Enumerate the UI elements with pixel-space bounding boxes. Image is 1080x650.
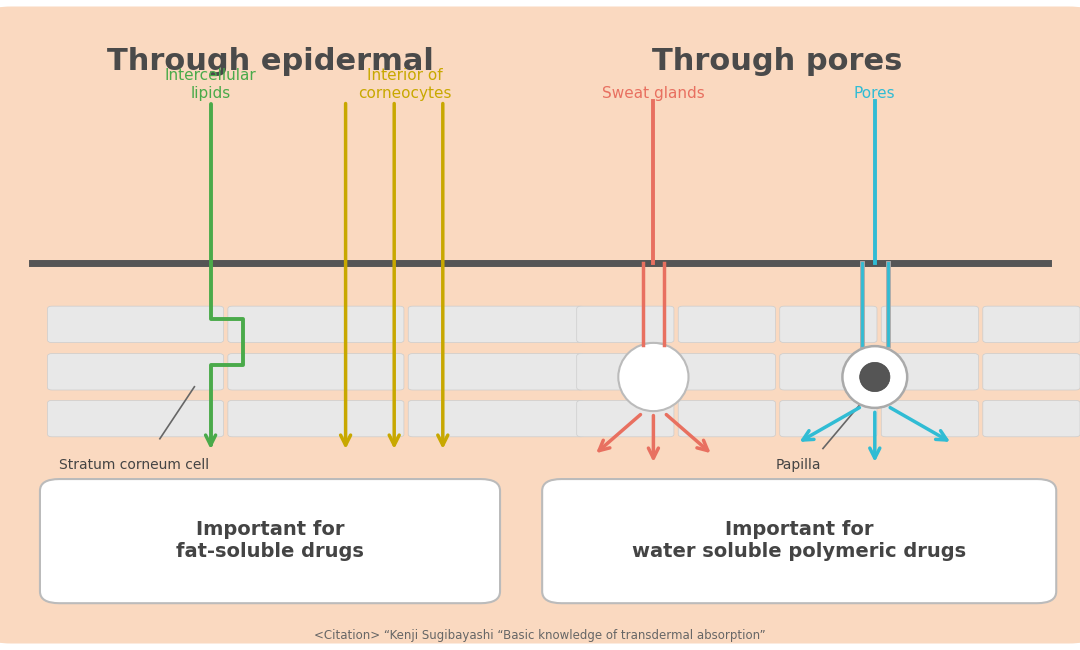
Text: Interior of
corneocytes: Interior of corneocytes (359, 68, 451, 101)
Text: Stratum corneum cell: Stratum corneum cell (59, 458, 210, 472)
FancyBboxPatch shape (542, 479, 1056, 603)
FancyBboxPatch shape (881, 400, 978, 437)
FancyBboxPatch shape (678, 306, 775, 343)
Text: Pores: Pores (854, 86, 895, 101)
FancyBboxPatch shape (983, 306, 1080, 343)
FancyBboxPatch shape (228, 306, 404, 343)
Text: Sweat glands: Sweat glands (602, 86, 705, 101)
Text: Intercellular
lipids: Intercellular lipids (165, 68, 256, 101)
FancyBboxPatch shape (48, 306, 224, 343)
FancyBboxPatch shape (678, 400, 775, 437)
Ellipse shape (860, 363, 890, 391)
Ellipse shape (618, 343, 689, 411)
FancyBboxPatch shape (780, 354, 877, 390)
FancyBboxPatch shape (48, 354, 224, 390)
FancyBboxPatch shape (577, 354, 674, 390)
FancyBboxPatch shape (678, 354, 775, 390)
FancyBboxPatch shape (408, 306, 584, 343)
FancyBboxPatch shape (408, 354, 584, 390)
Text: Papilla: Papilla (775, 458, 821, 472)
Text: Through pores: Through pores (652, 47, 903, 76)
FancyBboxPatch shape (577, 400, 674, 437)
FancyBboxPatch shape (983, 354, 1080, 390)
Text: <Citation> “Kenji Sugibayashi “Basic knowledge of transdermal absorption”: <Citation> “Kenji Sugibayashi “Basic kno… (314, 629, 766, 642)
Ellipse shape (842, 346, 907, 408)
FancyBboxPatch shape (0, 6, 1080, 644)
FancyBboxPatch shape (408, 400, 584, 437)
Text: Important for
water soluble polymeric drugs: Important for water soluble polymeric dr… (632, 520, 967, 562)
FancyBboxPatch shape (780, 306, 877, 343)
FancyBboxPatch shape (577, 306, 674, 343)
FancyBboxPatch shape (881, 306, 978, 343)
FancyBboxPatch shape (40, 479, 500, 603)
Text: Through epidermal: Through epidermal (107, 47, 433, 76)
FancyBboxPatch shape (983, 400, 1080, 437)
FancyBboxPatch shape (881, 354, 978, 390)
FancyBboxPatch shape (228, 354, 404, 390)
FancyBboxPatch shape (48, 400, 224, 437)
FancyBboxPatch shape (228, 400, 404, 437)
Text: Important for
fat-soluble drugs: Important for fat-soluble drugs (176, 520, 364, 562)
FancyBboxPatch shape (780, 400, 877, 437)
